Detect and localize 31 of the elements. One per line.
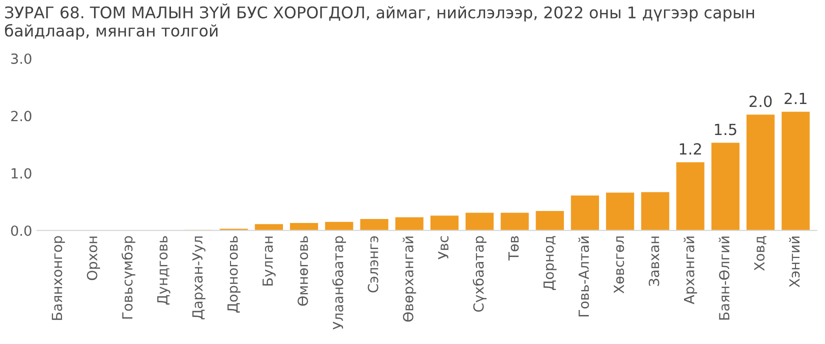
y-tick-label: 2.0 [11, 110, 32, 122]
data-label: 1.2 [680, 143, 701, 154]
y-tick-label: 3.0 [11, 53, 32, 64]
x-tick-label: Сүхбаатар [472, 236, 486, 312]
x-tick-label: Хэнтий [789, 236, 800, 288]
x-tick-label: Баянхонгор [52, 236, 65, 320]
y-tick-label: 1.0 [12, 168, 32, 179]
x-tick-label: Дорноговь [227, 236, 241, 313]
x-tick-label: Хөвсгөл [614, 236, 624, 294]
x-tick-label: Дархан-Уул [192, 236, 206, 320]
x-tick-label: Булган [262, 236, 276, 286]
x-tick-label: Увс [438, 236, 449, 260]
x-tick-label: Ховд [754, 236, 766, 271]
x-tick-label: Төв [508, 236, 519, 261]
x-tick-label: Дорнод [544, 236, 557, 290]
x-tick-label: Завхан [648, 236, 660, 286]
data-label: 2.1 [784, 92, 806, 104]
x-tick-label: Говь-Алтай [578, 236, 589, 316]
chart-title: ЗУРАГ 68. ТОМ МАЛЫН ЗҮЙ БУС ХОРОГДОЛ, аймаг, нийслэлээр, 2022 оны 1 дүгээр сарын байдлаар, мянган толгой [5, 3, 754, 40]
data-label: 2.0 [750, 96, 772, 108]
x-tick-label: Дундговь [157, 236, 170, 305]
x-tick-label: Говьсүмбэр [122, 236, 136, 319]
x-tick-label: Өмнөговь [298, 236, 308, 306]
x-tick-label: Архангай [684, 236, 698, 304]
x-tick-label: Орхон [86, 236, 100, 280]
x-tick-label: Өвөрхангай [402, 236, 416, 322]
y-tick-label: 0.0 [11, 225, 32, 236]
x-tick-label: Сэлэнгэ [368, 236, 378, 292]
x-tick-label: Улаанбаатар [332, 236, 346, 330]
data-label: 1.5 [714, 124, 736, 136]
x-tick-label: Баян-Өлгий [718, 236, 730, 320]
